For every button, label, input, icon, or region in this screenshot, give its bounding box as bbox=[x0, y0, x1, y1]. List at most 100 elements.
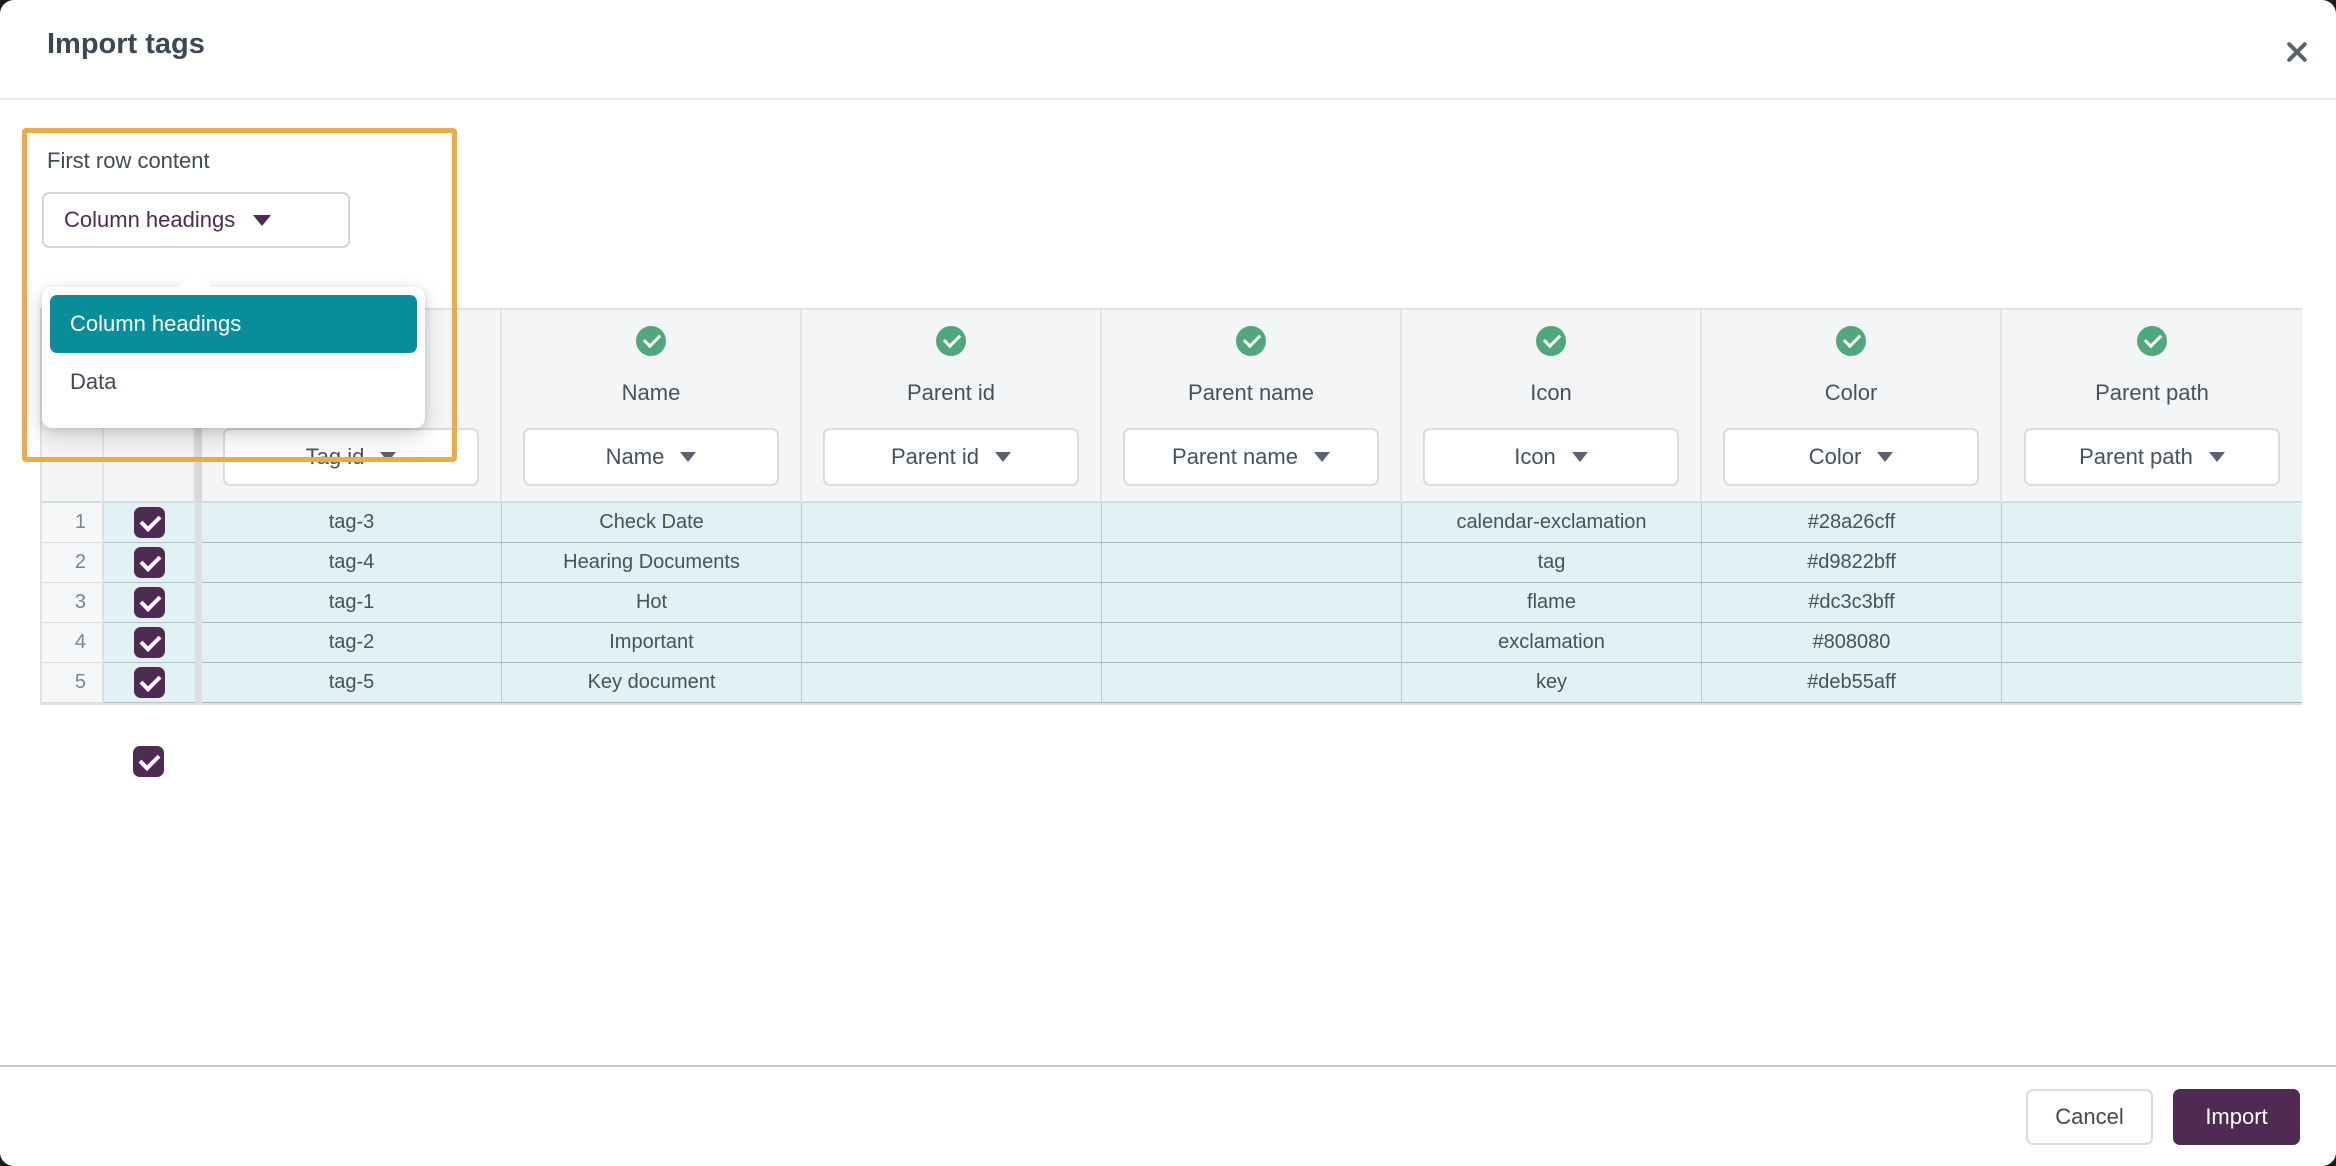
column-mapping-select-value: Tag id bbox=[305, 444, 365, 469]
chevron-down-icon bbox=[253, 214, 272, 226]
table-cell bbox=[802, 663, 1102, 703]
chevron-down-icon bbox=[1313, 452, 1330, 462]
table-cell bbox=[802, 543, 1102, 583]
dialog-footer: Cancel Import bbox=[0, 1065, 2336, 1166]
table-cell bbox=[2002, 583, 2302, 623]
column-mapping-select[interactable]: Parent path bbox=[2024, 428, 2280, 486]
column-title: Parent id bbox=[906, 380, 996, 405]
table-cell bbox=[2002, 543, 2302, 583]
table-cell: exclamation bbox=[1402, 623, 1702, 663]
table-cell bbox=[802, 623, 1102, 663]
row-number: 5 bbox=[42, 663, 104, 703]
column-mapping-select-value: Parent path bbox=[2079, 444, 2193, 469]
select-all-wrap bbox=[104, 746, 193, 777]
table-cell bbox=[802, 503, 1102, 543]
chevron-down-icon bbox=[380, 452, 397, 462]
table-cell bbox=[1102, 503, 1402, 543]
row-checkbox-cell bbox=[104, 583, 195, 623]
column-mapping-select-value: Icon bbox=[1514, 444, 1556, 469]
close-icon[interactable] bbox=[2280, 35, 2314, 69]
column-mapping-select-value: Color bbox=[1808, 444, 1862, 469]
column-mapping-select[interactable]: Tag id bbox=[223, 428, 479, 486]
column-title: Icon bbox=[1530, 380, 1572, 405]
select-all-checkbox[interactable] bbox=[133, 746, 164, 777]
row-checkbox[interactable] bbox=[134, 547, 165, 578]
column-mapped-check-icon bbox=[1236, 326, 1266, 356]
table-cell: Hearing Documents bbox=[502, 543, 802, 583]
chevron-down-icon bbox=[995, 452, 1012, 462]
dropdown-option[interactable]: Column headings bbox=[50, 295, 417, 353]
column-mapped-check-icon bbox=[1536, 326, 1566, 356]
table-cell: #28a26cff bbox=[1702, 503, 2002, 543]
chevron-down-icon bbox=[1571, 452, 1588, 462]
dropdown-option[interactable]: Data bbox=[70, 369, 117, 394]
row-number: 3 bbox=[42, 583, 104, 623]
row-checkbox-cell bbox=[104, 503, 195, 543]
table-cell: tag-5 bbox=[202, 663, 502, 703]
chevron-down-icon bbox=[1877, 452, 1894, 462]
table-cell bbox=[1102, 583, 1402, 623]
column-divider-strip bbox=[195, 663, 202, 703]
row-checkbox-cell bbox=[104, 623, 195, 663]
first-row-content-dropdown-menu: Column headings Data bbox=[42, 287, 425, 428]
row-checkbox[interactable] bbox=[134, 507, 165, 538]
table-cell: Important bbox=[502, 623, 802, 663]
table-cell: tag-2 bbox=[202, 623, 502, 663]
table-cell bbox=[1102, 663, 1402, 703]
column-mapping-select-value: Parent name bbox=[1172, 444, 1298, 469]
column-mapping-select[interactable]: Color bbox=[1723, 428, 1979, 486]
table-cell: Hot bbox=[502, 583, 802, 623]
column-mapping-select[interactable]: Name bbox=[523, 428, 779, 486]
column-title: Name bbox=[621, 380, 681, 405]
row-checkbox[interactable] bbox=[134, 587, 165, 618]
column-header-parent-id: Parent id Parent id bbox=[802, 310, 1102, 503]
table-cell bbox=[1102, 623, 1402, 663]
import-button[interactable]: Import bbox=[2173, 1089, 2300, 1145]
table-cell: #deb55aff bbox=[1702, 663, 2002, 703]
cancel-button[interactable]: Cancel bbox=[2026, 1089, 2153, 1145]
column-mapping-select[interactable]: Parent name bbox=[1123, 428, 1379, 486]
dialog-title: Import tags bbox=[47, 28, 205, 60]
table-cell: tag bbox=[1402, 543, 1702, 583]
column-header-parent-name: Parent name Parent name bbox=[1102, 310, 1402, 503]
table-cell bbox=[1102, 543, 1402, 583]
row-checkbox[interactable] bbox=[134, 667, 165, 698]
dropdown-options: Column headings Data bbox=[42, 287, 425, 428]
table-cell: #808080 bbox=[1702, 623, 2002, 663]
first-row-content-select[interactable]: Column headings bbox=[42, 192, 350, 248]
table-cell: #dc3c3bff bbox=[1702, 583, 2002, 623]
column-header-name: Name Name bbox=[502, 310, 802, 503]
row-checkbox[interactable] bbox=[134, 627, 165, 658]
table-cell: tag-3 bbox=[202, 503, 502, 543]
first-row-content-label: First row content bbox=[47, 148, 210, 173]
table-cell bbox=[2002, 623, 2302, 663]
table-cell: Check Date bbox=[502, 503, 802, 543]
column-divider-strip bbox=[195, 543, 202, 583]
column-mapped-check-icon bbox=[636, 326, 666, 356]
column-mapped-check-icon bbox=[1836, 326, 1866, 356]
column-mapping-select-value: Parent id bbox=[890, 444, 980, 469]
table-cell: #d9822bff bbox=[1702, 543, 2002, 583]
chevron-down-icon bbox=[2208, 452, 2225, 462]
row-number: 2 bbox=[42, 543, 104, 583]
column-header-icon: Icon Icon bbox=[1402, 310, 1702, 503]
dialog-header: Import tags bbox=[0, 0, 2336, 100]
row-number: 1 bbox=[42, 503, 104, 543]
chevron-down-icon bbox=[680, 452, 697, 462]
row-checkbox-cell bbox=[104, 663, 195, 703]
column-divider-strip bbox=[195, 623, 202, 663]
table-cell bbox=[2002, 663, 2302, 703]
column-divider-strip bbox=[195, 503, 202, 543]
table-cell bbox=[2002, 503, 2302, 543]
column-mapped-check-icon bbox=[936, 326, 966, 356]
first-row-content-select-value: Column headings bbox=[64, 207, 236, 232]
column-divider-strip bbox=[195, 583, 202, 623]
table-cell: Key document bbox=[502, 663, 802, 703]
table-cell: tag-4 bbox=[202, 543, 502, 583]
column-header-parent-path: Parent path Parent path bbox=[2002, 310, 2302, 503]
column-title: Parent name bbox=[1188, 380, 1314, 405]
column-mapping-select[interactable]: Icon bbox=[1423, 428, 1679, 486]
column-mapping-select[interactable]: Parent id bbox=[823, 428, 1079, 486]
